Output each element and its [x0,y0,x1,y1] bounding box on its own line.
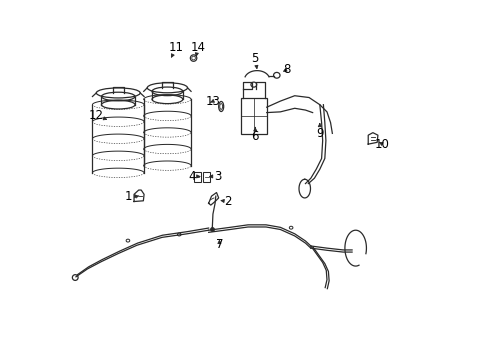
Bar [193,172,201,182]
Text: 3: 3 [209,170,221,183]
Text: 10: 10 [374,138,389,150]
Text: 13: 13 [205,95,220,108]
Text: 5: 5 [251,51,259,68]
Bar [203,172,210,182]
Text: 2: 2 [221,195,232,208]
Text: 1: 1 [124,190,138,203]
Text: 12: 12 [88,109,106,122]
Text: 6: 6 [251,127,259,144]
Text: 11: 11 [168,41,183,57]
Bar [241,98,266,134]
Text: 7: 7 [215,238,223,251]
Text: 9: 9 [315,123,323,140]
Text: 14: 14 [190,41,205,57]
Text: 8: 8 [283,63,290,76]
Text: 4: 4 [188,170,200,183]
